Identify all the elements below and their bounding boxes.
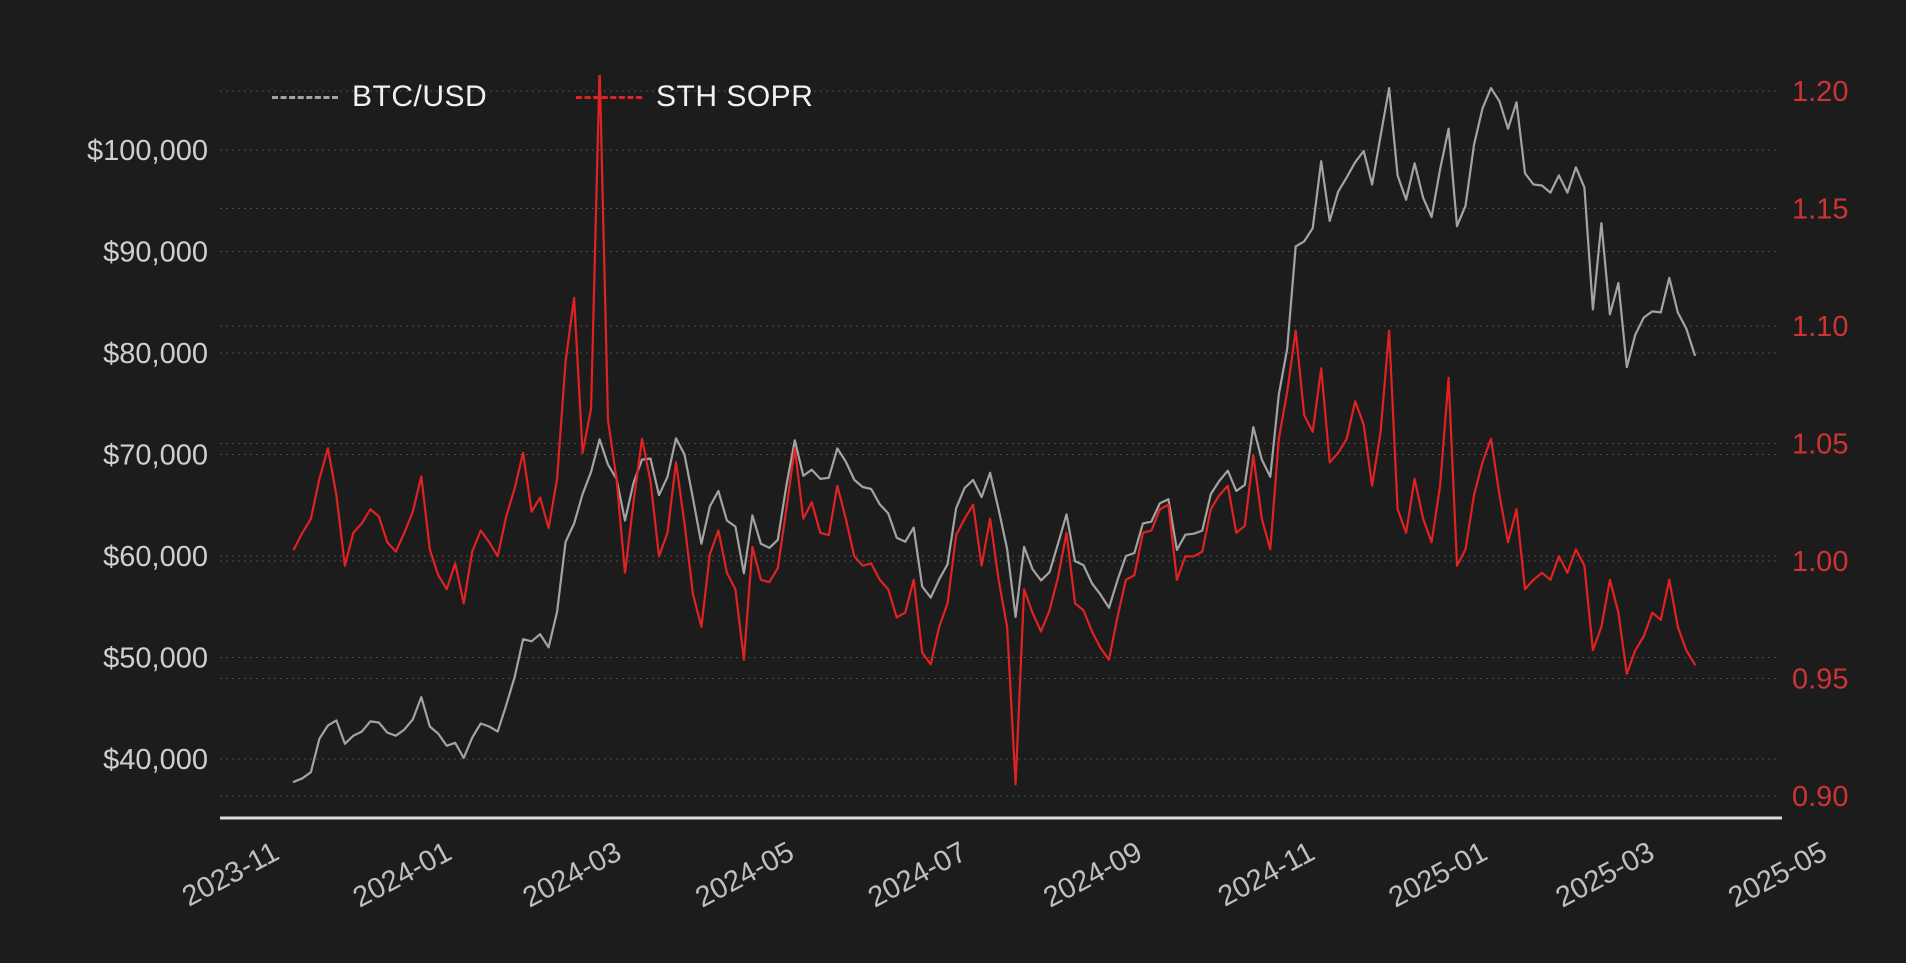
sopr-tick-label-1.10: 1.10: [1792, 311, 1848, 343]
plot-area[interactable]: [226, 75, 1774, 818]
legend-label-btc-usd: BTC/USD: [352, 80, 488, 113]
sopr-line-swatch-icon: [576, 95, 642, 99]
legend-label-sth-sopr: STH SOPR: [656, 80, 814, 113]
x-tick-label-2024-11: 2024-11: [1213, 836, 1320, 913]
btc-usd-line: [292, 86, 1696, 783]
price-tick-label-60000: $60,000: [103, 541, 208, 573]
x-tick-label-2024-01: 2024-01: [348, 836, 457, 914]
price-tick-label-90000: $90,000: [103, 237, 208, 269]
x-tick-label-2024-07: 2024-07: [863, 836, 972, 914]
sth-sopr-line: [292, 75, 1696, 786]
price-tick-label-80000: $80,000: [103, 338, 208, 370]
sopr-tick-label-1.00: 1.00: [1792, 546, 1848, 578]
price-tick-label-50000: $50,000: [103, 643, 208, 675]
x-tick-label-2025-01: 2025-01: [1384, 836, 1493, 914]
price-tick-label-40000: $40,000: [103, 744, 208, 776]
sopr-tick-label-0.95: 0.95: [1792, 664, 1848, 696]
x-tick-label-2023-11: 2023-11: [177, 836, 284, 913]
x-tick-label-2025-05: 2025-05: [1723, 836, 1832, 914]
legend: BTC/USD STH SOPR: [0, 80, 1906, 120]
legend-item-btc-usd: BTC/USD: [272, 80, 487, 114]
sopr-tick-label-1.05: 1.05: [1792, 429, 1848, 461]
btc-line-swatch-icon: [272, 95, 338, 99]
sopr-tick-label-1.15: 1.15: [1792, 194, 1848, 226]
price-tick-label-70000: $70,000: [103, 440, 208, 472]
sopr-tick-label-0.90: 0.90: [1792, 781, 1848, 813]
x-tick-label-2024-09: 2024-09: [1038, 836, 1147, 914]
sopr-tick-label-1.20: 1.20: [1792, 76, 1848, 108]
x-tick-label-2024-05: 2024-05: [690, 836, 799, 914]
x-tick-label-2025-03: 2025-03: [1551, 836, 1660, 914]
price-tick-label-100000: $100,000: [87, 135, 208, 167]
x-tick-label-2024-03: 2024-03: [518, 836, 627, 914]
legend-item-sth-sopr: STH SOPR: [576, 80, 813, 114]
